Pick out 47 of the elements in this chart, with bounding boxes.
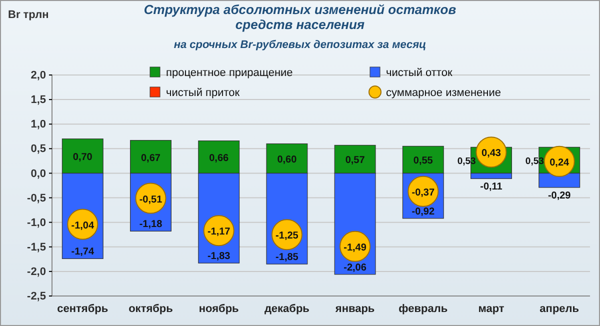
data-label: -0,37: [412, 187, 435, 198]
data-label: -1,83: [207, 251, 231, 262]
legend-label: суммарное изменение: [386, 87, 502, 99]
data-label: -2,06: [344, 262, 367, 274]
y-tick-label: -2,0: [27, 266, 46, 278]
data-label: -0,11: [480, 182, 503, 193]
x-tick-label: апрель: [540, 303, 580, 316]
legend-label: чистый отток: [386, 67, 452, 79]
data-label: -1,18: [139, 219, 163, 230]
y-tick-label: 1,0: [30, 118, 46, 131]
y-tick-label: -0,5: [27, 192, 46, 204]
y-tick-label: -1,5: [27, 241, 46, 254]
x-tick-label: февраль: [398, 303, 448, 316]
data-label: 0,24: [550, 157, 570, 168]
data-label: -0,92: [412, 206, 435, 218]
x-tick-label: декабрь: [264, 303, 310, 316]
y-tick-label: -2,5: [27, 290, 46, 303]
y-tick-label: -1,0: [27, 216, 46, 229]
legend-label: процентное приращение: [166, 67, 293, 79]
data-label: 0,43: [482, 148, 502, 160]
data-label: -1,04: [71, 220, 94, 232]
data-label: 0,66: [209, 153, 230, 164]
chart-title: Структура абсолютных изменений остатков средств населения: [144, 2, 456, 32]
x-tick-label: сентябрь: [57, 303, 108, 316]
y-tick-label: 0,0: [30, 168, 46, 180]
x-tick-label: январь: [335, 303, 375, 316]
data-label: 0,57: [345, 155, 366, 166]
data-label: 0,70: [72, 152, 93, 164]
data-label: 0,55: [413, 156, 434, 167]
data-label: -0,51: [139, 194, 163, 206]
legend-label: чистый приток: [166, 87, 240, 99]
y-tick-label: 0,5: [30, 143, 46, 156]
y-tick-label: 2,0: [30, 70, 46, 82]
x-tick-label: октябрь: [128, 303, 174, 316]
y-tick-label: 1,5: [30, 94, 46, 106]
chart-subtitle: на срочных Br-рублевых депозитах за месяц: [174, 39, 426, 51]
x-tick-label: ноябрь: [198, 303, 240, 316]
data-label: -1,49: [344, 242, 367, 254]
x-tick-label: март: [478, 303, 505, 316]
data-label: 0,60: [277, 154, 298, 166]
data-label: -0,29: [548, 190, 572, 202]
data-label: -1,25: [276, 230, 299, 242]
data-label: -1,85: [276, 252, 299, 264]
data-label: -1,74: [71, 246, 94, 258]
y-axis-title: Br трлн: [8, 9, 49, 21]
data-label: 0,67: [141, 152, 161, 164]
data-label: -1,17: [207, 226, 231, 238]
